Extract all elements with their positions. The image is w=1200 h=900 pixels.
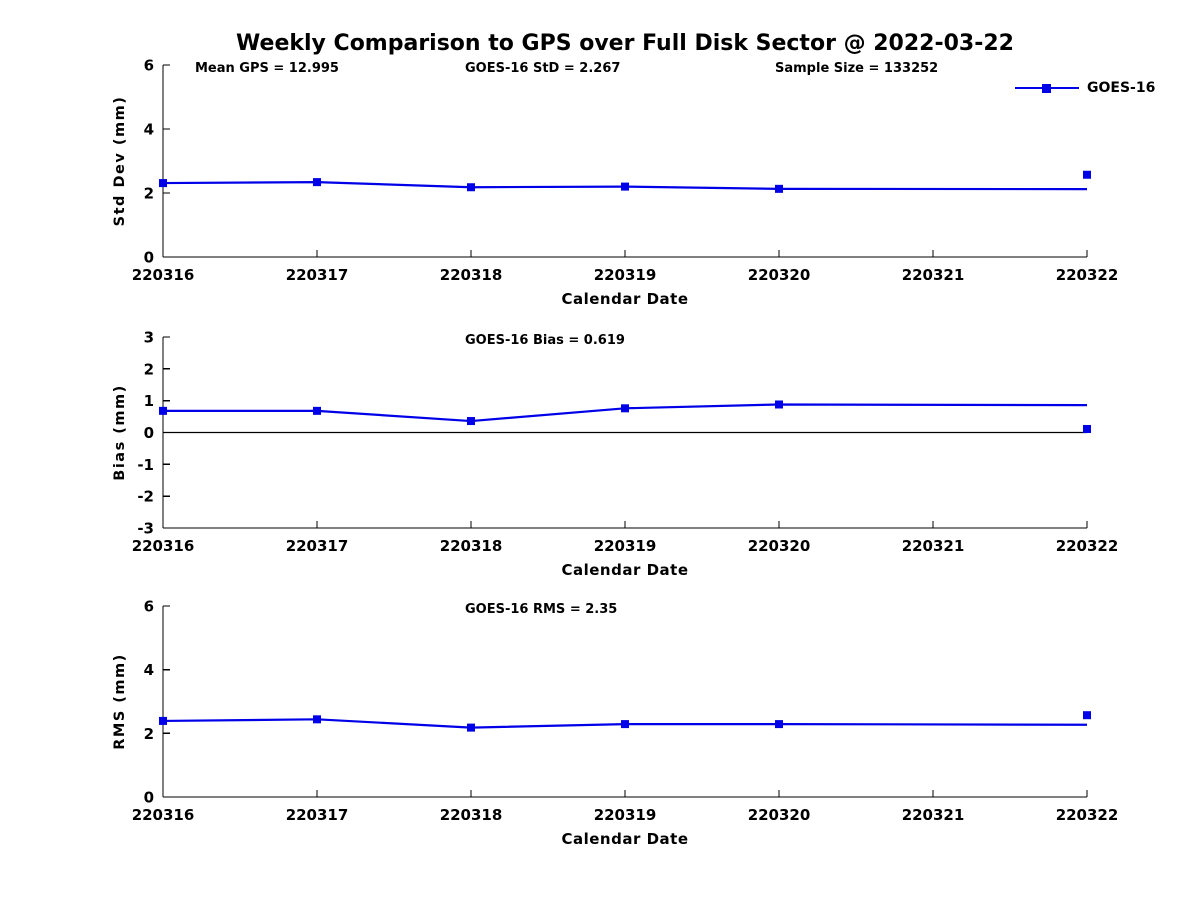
x-tick-label: 220321: [902, 537, 965, 555]
y-tick-label: 6: [144, 57, 154, 75]
x-axis-label: Calendar Date: [561, 561, 688, 579]
x-tick-label: 220318: [440, 806, 503, 824]
y-tick-label: 0: [144, 424, 154, 442]
data-point-marker: [621, 720, 629, 729]
subplot-bias: -3 -2 -1 0 1 2 3 220316 220317 220318 220319 220320…: [112, 329, 1118, 580]
annotation-rms-0: GOES-16 RMS = 2.35: [465, 602, 617, 617]
annotation-bias-0: GOES-16 Bias = 0.619: [465, 333, 625, 348]
x-tick-label: 220317: [286, 806, 349, 824]
y-tick-label: 2: [144, 725, 154, 743]
data-line-GOES-16: [162, 181, 1088, 191]
current-day-marker: [1083, 424, 1091, 433]
current-day-marker: [1083, 170, 1091, 179]
legend: GOES-16: [1014, 80, 1155, 96]
data-point-marker: [467, 723, 475, 732]
y-tick-label: 0: [144, 249, 154, 267]
y-tick-label: 6: [144, 598, 154, 616]
x-tick-label: 220321: [902, 266, 965, 284]
x-tick-label: 220316: [132, 806, 195, 824]
x-tick-label: 220320: [748, 537, 811, 555]
x-tick-label: 220319: [594, 537, 657, 555]
x-tick-label: 220318: [440, 537, 503, 555]
data-point-marker: [621, 182, 629, 191]
subplot-std-dev: 0 2 4 6 220316 220317 220318 220319 220320 220321…: [112, 57, 1118, 309]
x-tick-label: 220318: [440, 266, 503, 284]
x-tick-label: 220320: [748, 266, 811, 284]
data-point-marker: [467, 417, 475, 426]
y-tick-label: 3: [144, 329, 154, 347]
data-point-marker: [159, 406, 167, 415]
x-axis-label: Calendar Date: [561, 830, 688, 848]
y-tick-label: -3: [137, 520, 154, 538]
legend-line-marker-icon: [1015, 84, 1079, 93]
x-tick-label: 220316: [132, 537, 195, 555]
x-tick-label: 220317: [286, 537, 349, 555]
data-point-marker: [775, 184, 783, 193]
x-axis-label: Calendar Date: [561, 290, 688, 308]
x-tick-label: 220317: [286, 266, 349, 284]
y-axis-label: Std Dev (mm): [112, 96, 128, 227]
x-tick-label: 220322: [1056, 537, 1119, 555]
y-tick-label: 2: [144, 360, 154, 378]
legend-label: GOES-16: [1087, 80, 1156, 96]
y-axis-label: RMS (mm): [112, 653, 128, 750]
data-point-marker: [621, 404, 629, 413]
annotation-std-dev-0: Mean GPS = 12.995: [195, 61, 339, 76]
y-tick-label: 0: [144, 789, 154, 807]
x-tick-label: 220322: [1056, 266, 1119, 284]
current-day-marker: [1083, 711, 1091, 720]
figure-title: Weekly Comparison to GPS over Full Disk …: [236, 31, 1014, 56]
data-point-marker: [313, 715, 321, 724]
data-point-marker: [467, 183, 475, 192]
x-tick-label: 220322: [1056, 806, 1119, 824]
y-tick-label: -1: [137, 456, 154, 474]
data-point-marker: [313, 178, 321, 187]
annotation-std-dev-1: GOES-16 StD = 2.267: [465, 61, 620, 76]
x-tick-label: 220319: [594, 266, 657, 284]
y-tick-label: 1: [144, 392, 154, 410]
y-tick-label: 2: [144, 185, 154, 203]
data-point-marker: [159, 716, 167, 725]
data-point-marker: [313, 406, 321, 415]
y-tick-label: 4: [144, 661, 154, 679]
x-tick-label: 220316: [132, 266, 195, 284]
y-tick-label: 4: [144, 121, 154, 139]
data-line-GOES-16: [163, 403, 1088, 423]
subplot-rms: 0 2 4 6 220316 220317 220318 220319 220320 220321…: [112, 598, 1118, 849]
x-tick-label: 220320: [748, 806, 811, 824]
data-point-marker: [775, 400, 783, 409]
data-line-GOES-16: [162, 718, 1088, 729]
y-axis-label: Bias (mm): [112, 384, 128, 480]
x-tick-label: 220321: [902, 806, 965, 824]
y-tick-label: -2: [137, 488, 154, 506]
data-point-marker: [775, 720, 783, 729]
x-tick-label: 220319: [594, 806, 657, 824]
data-point-marker: [159, 179, 167, 188]
annotation-std-dev-2: Sample Size = 133252: [775, 61, 938, 76]
